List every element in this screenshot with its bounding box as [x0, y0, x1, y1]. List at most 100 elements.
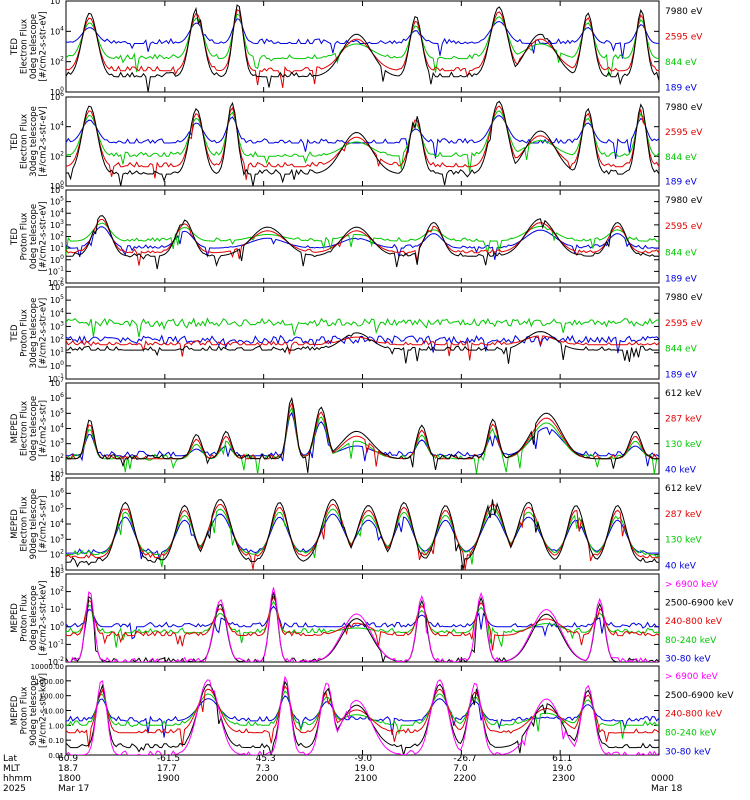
y-tick-label: 106	[50, 392, 64, 403]
x-tick-label-hhmm: 2000	[256, 774, 279, 784]
series-trace-40-kev	[66, 411, 659, 467]
y-tick-label: 10.00	[44, 708, 64, 716]
legend-entry: 130 keV	[665, 536, 702, 546]
series-trace-7980-ev	[66, 100, 659, 186]
series-trace-844-ev	[66, 110, 659, 173]
y-axis-label: TED Proton Flux 30deg telescope [#/cm2-s-st…	[10, 298, 49, 369]
series-trace-240-800-kev	[66, 685, 659, 748]
y-tick-label: 106	[50, 184, 64, 195]
series-trace--6900-kev	[66, 675, 659, 755]
x-tick-label-date: Mar 17	[58, 784, 89, 794]
legend-entry: 7980 eV	[665, 293, 703, 303]
x-tick-label-lat: -61.5	[157, 754, 180, 764]
y-tick-label: 100	[50, 180, 64, 191]
y-axis-label-line: 0deg telescope	[29, 204, 39, 269]
y-tick-label: 106	[50, 0, 64, 6]
y-tick-label: 10-2	[48, 277, 64, 288]
y-tick-label: 0.10	[48, 737, 64, 745]
legend-entry: 80-240 keV	[665, 729, 717, 739]
y-tick-label: 101	[50, 347, 64, 358]
y-axis-label-line: 0deg telescope	[29, 396, 39, 461]
y-axis-label-line: MEPED	[10, 603, 20, 633]
x-tick-label-hhmm: 2100	[355, 774, 378, 784]
legend-entry: 30-80 keV	[665, 747, 711, 757]
y-axis-label-line: Electron Flux	[19, 19, 29, 74]
series-trace-80-240-kev	[66, 690, 659, 739]
y-tick-label: 1000.00	[35, 678, 64, 686]
series-trace-189-ev	[66, 115, 659, 159]
legend-entry: 40 keV	[665, 562, 697, 572]
y-tick-label: 104	[50, 518, 64, 529]
x-tick-label-mlt: 7.3	[256, 764, 270, 774]
legend-entry: 80-240 keV	[665, 636, 717, 646]
x-tick-label-mlt: 19.0	[355, 764, 375, 774]
y-tick-label: 105	[50, 294, 64, 305]
y-axis-label-line: MEPED	[10, 509, 20, 539]
y-axis-label-line: 0deg telescope	[29, 14, 39, 79]
x-tick-label-mlt: 19.0	[552, 764, 572, 774]
legend-entry: 240-800 keV	[665, 617, 723, 627]
panel-frame	[65, 382, 660, 475]
y-axis-label-line: [#/cm2-s-str-eV]	[38, 201, 48, 271]
series-trace-612-kev	[66, 498, 659, 570]
y-tick-label: 100	[50, 86, 64, 97]
series-trace-189-ev	[66, 18, 659, 59]
y-tick-label: 107	[50, 472, 64, 483]
x-tick-label-lat: 45.3	[256, 754, 276, 764]
y-tick-label: 102	[50, 334, 64, 345]
series-trace-80-240-kev	[66, 600, 659, 648]
legend-entry: 2595 eV	[665, 222, 703, 232]
legend-entry: 189 eV	[665, 371, 698, 381]
y-axis-label-line: 90deg telescope	[29, 489, 39, 560]
y-axis-label-line: [#/cm2-s-str]	[38, 400, 48, 457]
x-tick-label-hhmm: 1800	[58, 774, 81, 784]
series-trace-612-kev	[66, 396, 659, 473]
legend-entry: 30-80 keV	[665, 654, 711, 664]
legend-entry: 240-800 keV	[665, 710, 723, 720]
series-trace-844-ev	[66, 222, 659, 255]
y-tick-label: 10-2	[48, 656, 64, 667]
y-axis-label: TED Electron Flux 0deg telescope [#/cm2-s-s…	[10, 11, 49, 81]
legend-entry: 2500-6900 keV	[665, 599, 734, 609]
y-tick-label: 105	[50, 196, 64, 207]
series-trace--6900-kev	[66, 587, 659, 662]
series-trace-7980-ev	[66, 215, 659, 270]
y-axis-label-line: Electron Flux	[19, 496, 29, 551]
series-trace-2595-ev	[66, 335, 659, 361]
legend-entry: 287 keV	[665, 415, 702, 425]
legend-entry: 2500-6900 keV	[665, 691, 734, 701]
x-tick-label-lat: -9.0	[355, 754, 373, 764]
y-axis-label-line: Electron Flux	[19, 114, 29, 169]
legend-entry: 287 keV	[665, 510, 702, 520]
y-tick-label: 107	[50, 377, 64, 388]
y-tick-label: 105	[50, 503, 64, 514]
x-tick-label-mlt: 17.7	[157, 764, 177, 774]
y-tick-label: 102	[50, 150, 64, 161]
series-trace-130-kev	[66, 508, 659, 568]
y-axis-label-line: Proton Flux	[19, 309, 29, 357]
y-tick-label: 101	[50, 564, 64, 575]
series-trace-844-ev	[66, 13, 659, 77]
y-axis-label-line: Proton Flux	[19, 213, 29, 261]
y-axis-label-line: Proton Flux	[19, 594, 29, 642]
legend-entry: 7980 eV	[665, 196, 703, 206]
x-tick-label-hhmm: 1900	[157, 774, 180, 784]
x-tick-label-hhmm: 2200	[453, 774, 476, 784]
y-tick-label: 104	[50, 307, 64, 318]
y-axis-label-line: Electron Flux	[19, 401, 29, 456]
y-axis-label-line: [#/cm2-s-str-keV]	[38, 581, 48, 656]
y-tick-label: 100	[50, 254, 64, 265]
y-axis-label: MEPED Electron Flux 90deg telescope [#/cm2-…	[10, 489, 49, 560]
y-tick-label: 104	[50, 423, 64, 434]
y-tick-label: 100	[50, 621, 64, 632]
y-axis-label: MEPED Proton Flux 0deg telescope [#/cm2-s-s…	[10, 581, 49, 656]
legend-entry: 2595 eV	[665, 128, 703, 138]
y-tick-label: 102	[50, 453, 64, 464]
y-axis-label-line: TED	[10, 132, 20, 151]
y-tick-label: 101	[50, 242, 64, 253]
y-tick-label: 1.00	[48, 722, 64, 730]
legend-entry: 189 eV	[665, 84, 698, 94]
series-trace-7980-ev	[66, 4, 659, 92]
legend-entry: 40 keV	[665, 466, 697, 476]
